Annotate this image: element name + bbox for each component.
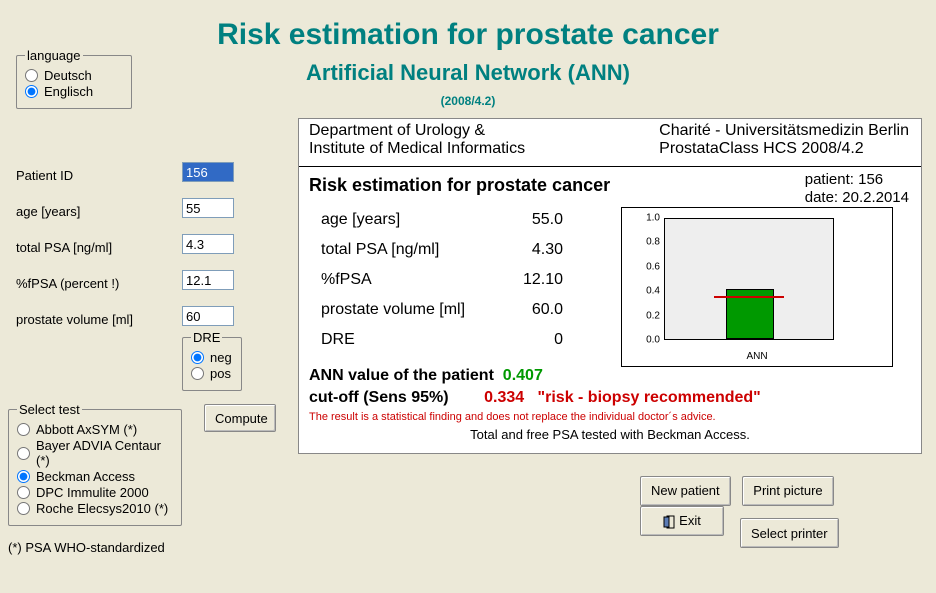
param-vol-label: prostate volume [ml] [321, 301, 503, 319]
test-option-1[interactable]: Bayer ADVIA Centaur (*) [17, 438, 173, 468]
patient-id-input[interactable] [182, 162, 234, 182]
chart-ytick: 0.6 [646, 261, 660, 272]
test-radio-0[interactable] [17, 423, 30, 436]
report-patient: patient: 156 [805, 171, 909, 189]
test-radio-1[interactable] [17, 447, 30, 460]
risk-message: "risk - biopsy recommended" [538, 389, 761, 406]
header-dept-2: Institute of Medical Informatics [309, 140, 525, 158]
dre-option-neg[interactable]: neg [191, 350, 233, 365]
param-dre-label: DRE [321, 331, 503, 349]
dre-group: DRE neg pos [182, 330, 242, 391]
label-volume: prostate volume [ml] [16, 312, 133, 327]
param-age-label: age [years] [321, 211, 503, 229]
app-version: (2008/4.2) [0, 94, 936, 108]
tested-with: Total and free PSA tested with Beckman A… [299, 427, 921, 442]
param-fpsa-value: 12.10 [503, 271, 563, 289]
print-picture-button[interactable]: Print picture [742, 476, 833, 506]
exit-label: Exit [679, 513, 701, 528]
test-radio-3[interactable] [17, 486, 30, 499]
chart-ytick: 0.0 [646, 335, 660, 346]
test-option-2[interactable]: Beckman Access [17, 469, 173, 484]
dre-label-neg: neg [210, 350, 232, 365]
results-panel: Department of Urology & Institute of Med… [298, 118, 922, 454]
ann-chart: ANN 0.0 0.2 0.4 0.6 0.8 1.0 [621, 207, 893, 367]
results-header: Department of Urology & Institute of Med… [299, 119, 921, 167]
test-group: Select test Abbott AxSYM (*) Bayer ADVIA… [8, 402, 182, 526]
lang-radio-deutsch[interactable] [25, 69, 38, 82]
test-option-3[interactable]: DPC Immulite 2000 [17, 485, 173, 500]
app-subtitle: Artificial Neural Network (ANN) [0, 60, 936, 86]
ann-label: ANN value of the patient [309, 367, 494, 384]
total-psa-input[interactable] [182, 234, 234, 254]
language-group: language Deutsch Englisch [16, 48, 132, 109]
param-tpsa-label: total PSA [ng/ml] [321, 241, 503, 259]
test-option-0[interactable]: Abbott AxSYM (*) [17, 422, 173, 437]
chart-ytick: 0.4 [646, 286, 660, 297]
test-radio-2[interactable] [17, 470, 30, 483]
test-radio-4[interactable] [17, 502, 30, 515]
lang-option-englisch[interactable]: Englisch [25, 84, 123, 99]
new-patient-button[interactable]: New patient [640, 476, 731, 506]
param-age-value: 55.0 [503, 211, 563, 229]
ann-value: 0.407 [503, 367, 543, 384]
language-legend: language [25, 48, 83, 63]
header-dept-1: Department of Urology & [309, 122, 525, 140]
chart-plot-area [664, 218, 834, 340]
header-org-1: Charité - Universitätsmedizin Berlin [659, 122, 909, 140]
param-vol-value: 60.0 [503, 301, 563, 319]
chart-ytick: 1.0 [646, 213, 660, 224]
chart-cutoff-line [714, 296, 784, 298]
test-label-3: DPC Immulite 2000 [36, 485, 149, 500]
dre-option-pos[interactable]: pos [191, 366, 233, 381]
test-option-4[interactable]: Roche Elecsys2010 (*) [17, 501, 173, 516]
lang-option-deutsch[interactable]: Deutsch [25, 68, 123, 83]
exit-icon [663, 515, 675, 529]
chart-ytick: 0.8 [646, 237, 660, 248]
age-input[interactable] [182, 198, 234, 218]
lang-label-deutsch: Deutsch [44, 68, 92, 83]
test-label-0: Abbott AxSYM (*) [36, 422, 137, 437]
disclaimer: The result is a statistical finding and … [309, 411, 716, 423]
lang-radio-englisch[interactable] [25, 85, 38, 98]
lang-label-englisch: Englisch [44, 84, 93, 99]
cutoff-value: 0.334 [484, 389, 524, 406]
fpsa-input[interactable] [182, 270, 234, 290]
report-date: date: 20.2.2014 [805, 189, 909, 207]
label-patient-id: Patient ID [16, 168, 73, 183]
param-dre-value: 0 [503, 331, 563, 349]
who-footnote: (*) PSA WHO-standardized [8, 540, 165, 555]
chart-ytick: 0.2 [646, 310, 660, 321]
label-fpsa: %fPSA (percent !) [16, 276, 119, 291]
chart-x-label: ANN [622, 351, 892, 362]
test-label-2: Beckman Access [36, 469, 135, 484]
volume-input[interactable] [182, 306, 234, 326]
param-tpsa-value: 4.30 [503, 241, 563, 259]
exit-button[interactable]: Exit [640, 506, 724, 536]
dre-label-pos: pos [210, 366, 231, 381]
test-label-1: Bayer ADVIA Centaur (*) [36, 438, 173, 468]
select-printer-button[interactable]: Select printer [740, 518, 839, 548]
compute-button[interactable]: Compute [204, 404, 276, 432]
label-total-psa: total PSA [ng/ml] [16, 240, 112, 255]
dre-radio-pos[interactable] [191, 367, 204, 380]
dre-legend: DRE [191, 330, 222, 345]
param-fpsa-label: %fPSA [321, 271, 503, 289]
dre-radio-neg[interactable] [191, 351, 204, 364]
test-label-4: Roche Elecsys2010 (*) [36, 501, 168, 516]
test-legend: Select test [17, 402, 82, 417]
label-age: age [years] [16, 204, 80, 219]
cutoff-label: cut-off (Sens 95%) [309, 389, 449, 406]
report-title: Risk estimation for prostate cancer [309, 175, 610, 196]
app-title: Risk estimation for prostate cancer [0, 18, 936, 52]
header-org-2: ProstataClass HCS 2008/4.2 [659, 140, 909, 158]
report-params: age [years]55.0 total PSA [ng/ml]4.30 %f… [321, 211, 563, 361]
